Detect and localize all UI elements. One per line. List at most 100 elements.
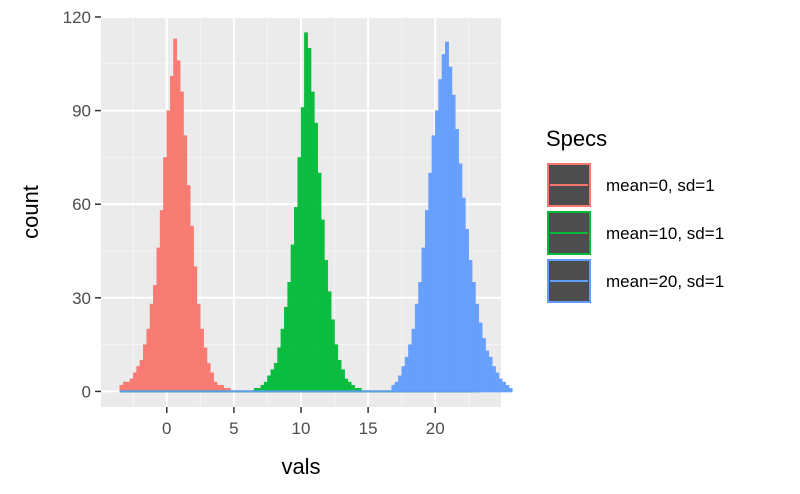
- histogram-bar: [414, 303, 419, 392]
- histogram-bar: [183, 135, 188, 392]
- x-tick-label: 20: [426, 419, 445, 438]
- y-axis: 0 30 60 90 120: [63, 8, 101, 401]
- histogram-bar: [334, 344, 339, 392]
- histogram-bar: [438, 79, 443, 392]
- histogram-bar: [129, 378, 134, 392]
- histogram-bar: [327, 291, 332, 392]
- histogram-bar: [314, 122, 318, 392]
- histogram-bar: [196, 303, 201, 392]
- y-tick-label: 120: [63, 8, 91, 27]
- histogram-bar: [458, 163, 463, 392]
- histogram-bar: [122, 381, 127, 392]
- x-tick-label: 0: [162, 419, 171, 438]
- x-axis-title: vals: [281, 454, 320, 479]
- y-axis-title: count: [18, 185, 43, 239]
- x-tick-label: 5: [229, 419, 238, 438]
- histogram-bar: [394, 381, 399, 392]
- histogram-bar: [186, 185, 191, 392]
- histogram-bar: [300, 107, 305, 392]
- histogram-bar: [280, 328, 285, 392]
- histogram-bar: [179, 91, 184, 392]
- histogram-bar: [461, 197, 466, 392]
- histogram-bar: [156, 247, 161, 392]
- legend: Specs mean=0, sd=1 mean=10, sd=1 mean=20, …: [546, 126, 724, 303]
- histogram-bar: [139, 360, 144, 392]
- histogram-bar: [270, 369, 275, 392]
- histogram-bar: [441, 54, 446, 392]
- histogram-bar: [210, 372, 214, 392]
- histogram-bar: [418, 282, 423, 392]
- histogram-bar: [136, 366, 141, 392]
- series-1: [119, 38, 479, 393]
- histogram-bar: [482, 338, 486, 392]
- histogram-bar: [428, 172, 433, 392]
- histogram-bar: [290, 244, 295, 392]
- x-tick-label: 15: [359, 419, 378, 438]
- histogram-bar: [324, 260, 329, 392]
- histogram-bar: [190, 225, 194, 392]
- histogram-bar: [498, 378, 503, 392]
- histogram-bar: [404, 356, 409, 392]
- histogram-bar: [468, 260, 473, 392]
- histogram-bar: [451, 94, 456, 392]
- histogram-bar: [176, 60, 181, 392]
- histogram-bar: [310, 91, 315, 392]
- y-tick-label: 90: [72, 102, 91, 121]
- histogram-bar: [424, 210, 429, 392]
- histogram-bar: [502, 381, 506, 392]
- histogram-bar: [488, 356, 493, 392]
- histogram-bar: [267, 375, 271, 392]
- histogram-bar: [133, 372, 137, 392]
- histogram-bar: [146, 328, 151, 392]
- histogram-bar: [495, 372, 500, 392]
- histogram-bar: [398, 375, 402, 392]
- histogram-bar: [304, 32, 308, 392]
- histogram-bar: [149, 303, 154, 392]
- histogram-bar: [294, 207, 298, 392]
- series-3: [119, 41, 513, 393]
- histogram-bar: [478, 322, 483, 392]
- legend-label: mean=10, sd=1: [606, 224, 724, 243]
- histogram-bar: [297, 157, 302, 392]
- histogram-bar: [200, 328, 204, 392]
- y-tick-label: 60: [72, 195, 91, 214]
- histogram-bar: [337, 360, 342, 392]
- histogram-bar: [455, 129, 459, 392]
- histogram-bar: [465, 228, 469, 392]
- histogram-bar: [408, 344, 412, 392]
- x-tick-label: 10: [292, 419, 311, 438]
- histogram-bar: [159, 210, 164, 392]
- histogram-bar: [273, 363, 278, 392]
- histogram-bar: [153, 285, 157, 392]
- histogram-bar: [203, 347, 208, 392]
- histogram-bar: [471, 282, 476, 392]
- legend-title: Specs: [546, 126, 607, 151]
- histogram-bar: [435, 110, 439, 392]
- histogram-bar: [445, 41, 449, 392]
- legend-label: mean=20, sd=1: [606, 272, 724, 291]
- y-tick-label: 0: [82, 382, 91, 401]
- histogram-bar: [143, 344, 147, 392]
- legend-item: mean=20, sd=1: [547, 259, 724, 303]
- histogram-bar: [263, 381, 268, 392]
- histogram-bar: [317, 172, 322, 392]
- histogram-bar: [163, 157, 167, 392]
- legend-item: mean=0, sd=1: [547, 163, 715, 207]
- legend-label: mean=0, sd=1: [606, 176, 715, 195]
- histogram-bar: [173, 38, 178, 392]
- histogram-bar: [320, 219, 325, 392]
- histogram-bars: [119, 32, 513, 393]
- histogram-bar: [475, 303, 480, 392]
- histogram-bar: [485, 350, 490, 392]
- histogram-bar: [411, 328, 416, 392]
- legend-item: mean=10, sd=1: [547, 211, 724, 255]
- histogram-bar: [344, 378, 349, 392]
- histogram-bar: [287, 282, 292, 392]
- histogram-bar: [347, 381, 352, 392]
- histogram-bar: [341, 369, 345, 392]
- histogram-bar: [421, 247, 426, 392]
- histogram-bar: [448, 66, 453, 392]
- histogram-bar: [193, 266, 198, 392]
- x-axis: 0 5 10 15 20: [162, 407, 445, 438]
- histogram-bar: [431, 135, 436, 392]
